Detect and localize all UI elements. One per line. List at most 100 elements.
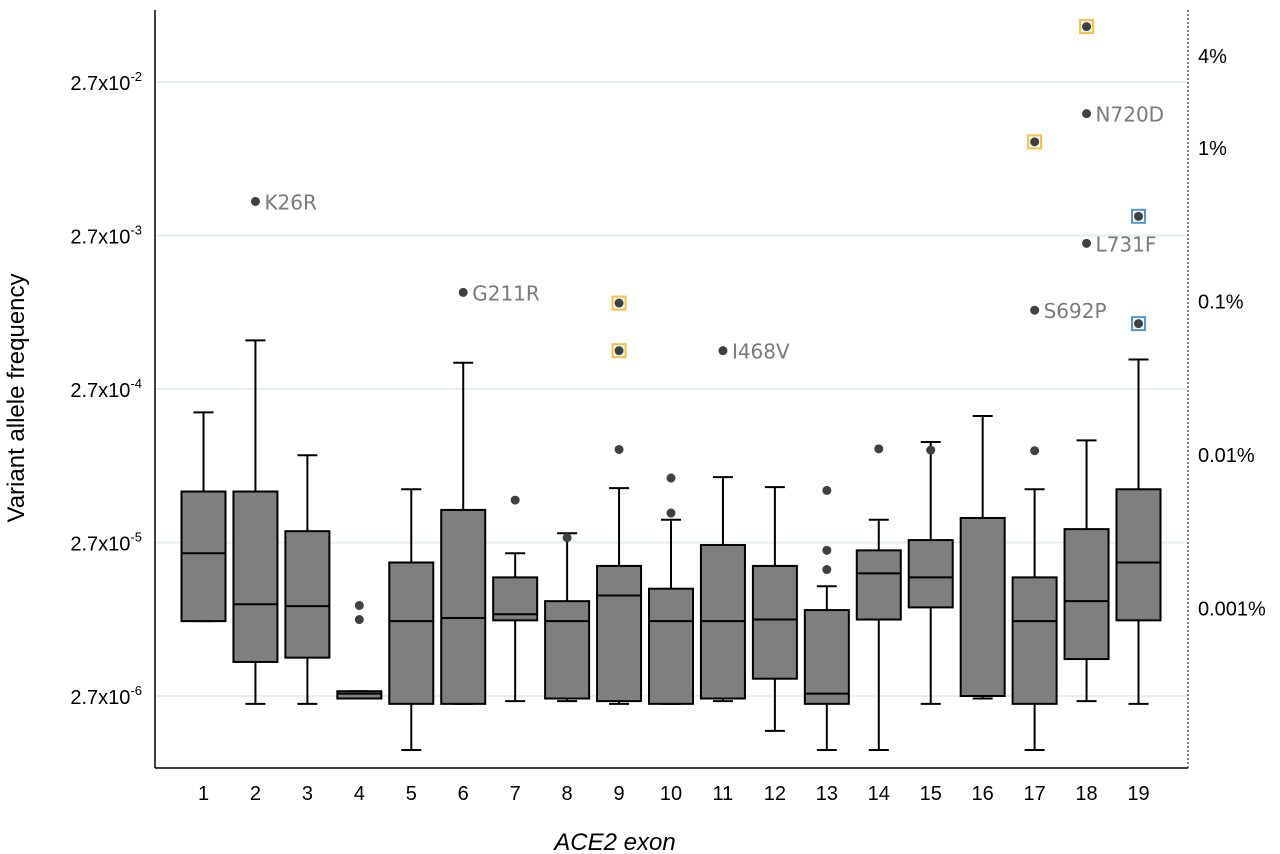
outlier-exon-9: [614, 444, 624, 454]
outlier-point: [1082, 238, 1092, 248]
variant-label: N720D: [1096, 103, 1165, 127]
box-body: [232, 490, 279, 663]
outlier-point: [354, 615, 364, 625]
box-exon-15: [907, 440, 954, 705]
outlier-exon-14: [874, 444, 884, 454]
outlier-exon-13: [822, 485, 832, 495]
y-tick-label: 2.7x10-2: [70, 69, 142, 95]
box-body: [907, 539, 954, 609]
outlier-point: [666, 473, 676, 483]
variant-label: S692P: [1044, 299, 1107, 323]
x-tick-label: 1: [198, 783, 209, 805]
outlier-exon-6: G211R: [458, 281, 540, 305]
box-exon-2: [232, 339, 279, 705]
outlier-exon-9: [611, 295, 627, 311]
outlier-point: [1082, 109, 1092, 119]
outlier-point: [250, 196, 260, 206]
y-tick-label: 2.7x10-5: [70, 530, 142, 556]
x-tick-label: 2: [250, 783, 261, 805]
variant-label: I468V: [732, 340, 790, 364]
outlier-point: [510, 495, 520, 505]
outlier-exon-9: [611, 343, 627, 359]
axes: [154, 10, 1189, 769]
outlier-points: K26R G211R I468V S692P N720D L731F: [250, 19, 1164, 625]
box-body: [388, 561, 435, 705]
x-tick-label: 12: [764, 783, 786, 805]
box-exon-10: [648, 518, 694, 705]
outlier-point: [1030, 305, 1040, 315]
x-axis-ticks: 1 2 3 4 5 6 7 8 9 10 11 12 13 14 15 16 17 18 19: [198, 783, 1150, 805]
outlier-exon-17: [1030, 446, 1040, 456]
y-tick-label: 2.7x10-3: [70, 223, 142, 249]
outlier-exon-4: [354, 600, 364, 610]
outlier-exon-17: [1027, 134, 1043, 150]
outlier-exon-13: [822, 545, 832, 555]
outlier-point: [614, 444, 624, 454]
variant-label: G211R: [472, 281, 540, 305]
box-body: [959, 516, 1006, 697]
box-body: [596, 564, 643, 703]
secondary-y-tick-label: 0.001%: [1198, 599, 1266, 621]
outlier-point: [718, 346, 728, 356]
outlier-point: [822, 565, 832, 575]
outlier-point: [1030, 446, 1040, 456]
outlier-exon-19: [1131, 316, 1146, 332]
outlier-exon-8: [562, 533, 572, 543]
secondary-y-tick-label: 1%: [1198, 138, 1227, 160]
outlier-point: [874, 444, 884, 454]
x-tick-label: 11: [713, 783, 734, 805]
secondary-y-axis-ticks: 0.001% 0.01% 0.1% 1% 4%: [1198, 46, 1266, 621]
box-body: [803, 609, 850, 705]
box-exon-13: [803, 585, 850, 752]
box-exon-5: [388, 488, 435, 752]
x-tick-label: 7: [510, 783, 521, 805]
box-body: [1115, 488, 1162, 622]
outlier-point: [1030, 137, 1040, 147]
box-exon-8: [544, 532, 591, 703]
outlier-exon-7: [510, 495, 520, 505]
x-tick-label: 9: [613, 783, 624, 805]
secondary-y-tick-label: 4%: [1198, 46, 1227, 68]
outlier-exon-17: S692P: [1030, 299, 1107, 323]
box-exon-3: [284, 454, 331, 705]
outlier-point: [926, 445, 936, 455]
outlier-exon-13: [822, 565, 832, 575]
box-body: [284, 530, 331, 659]
y-axis-title: Variant allele frequency: [3, 273, 30, 522]
outlier-exon-18: N720D: [1082, 103, 1164, 127]
outlier-point: [614, 298, 624, 308]
x-tick-label: 10: [660, 783, 682, 805]
box-body: [648, 587, 694, 705]
box-exon-1: [180, 411, 227, 623]
y-axis-ticks: 2.7x10-6 2.7x10-5 2.7x10-4 2.7x10-3 2.7x10-2: [70, 69, 142, 709]
x-tick-label: 13: [816, 783, 838, 805]
secondary-y-tick-label: 0.1%: [1198, 292, 1244, 314]
x-tick-label: 5: [406, 783, 417, 805]
box-body: [1011, 576, 1058, 705]
box-exon-7: [492, 552, 539, 703]
x-tick-label: 17: [1023, 783, 1045, 805]
outlier-point: [666, 508, 676, 518]
outlier-exon-11: I468V: [718, 340, 790, 364]
outlier-exon-18: [1079, 19, 1095, 35]
outlier-exon-2: K26R: [250, 190, 317, 214]
box-body: [855, 549, 902, 621]
box-exon-18: [1063, 439, 1110, 703]
x-tick-label: 6: [458, 783, 469, 805]
x-tick-label: 8: [562, 783, 573, 805]
box-exon-11: [699, 476, 746, 703]
outlier-point: [1134, 319, 1143, 329]
outlier-point: [354, 600, 364, 610]
box-exon-17: [1011, 488, 1058, 752]
secondary-y-tick-label: 0.01%: [1198, 445, 1255, 467]
outlier-point: [614, 346, 624, 356]
outlier-point: [458, 287, 468, 297]
x-tick-label: 15: [920, 783, 942, 805]
outlier-point: [562, 533, 572, 543]
outlier-exon-10: [666, 473, 676, 483]
outlier-point: [822, 545, 832, 555]
box-body: [180, 490, 227, 623]
outlier-point: [822, 485, 832, 495]
outlier-exon-19: [1131, 208, 1146, 224]
